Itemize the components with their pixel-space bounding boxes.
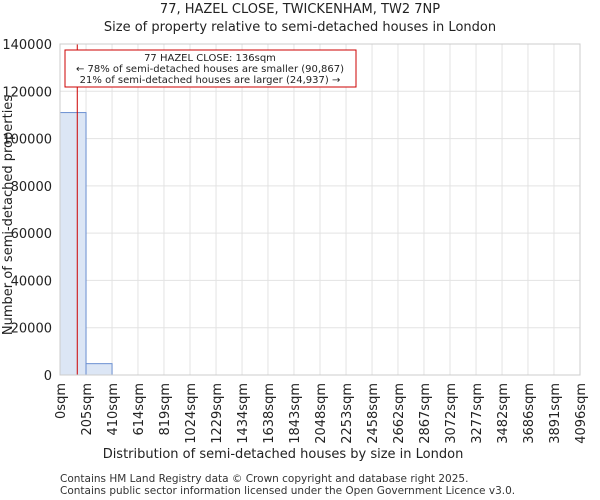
annotation-line-1: 77 HAZEL CLOSE: 136sqm: [144, 53, 276, 64]
x-tick-label-13: 2662sqm: [392, 383, 407, 444]
y-tick-labels: 0 20000 40000 60000 80000 100000 120000 140000: [2, 38, 52, 384]
plot-frame: [59, 43, 581, 376]
x-tick-label-9: 1843sqm: [288, 383, 303, 444]
y-tick-label-1: 20000: [11, 322, 52, 337]
x-tick-label-5: 1024sqm: [184, 383, 199, 444]
x-tick-labels: 0sqm 205sqm 410sqm 614sqm 819sqm 1024sqm 1229s…: [54, 383, 589, 444]
x-tick-label-19: 3891sqm: [548, 383, 563, 444]
x-tick-label-6: 1229sqm: [210, 383, 225, 444]
x-tick-label-1: 205sqm: [80, 383, 95, 436]
x-tick-label-12: 2458sqm: [366, 383, 381, 444]
x-tick-label-18: 3686sqm: [522, 383, 537, 444]
chart-subtitle: Size of property relative to semi-detach…: [104, 20, 496, 35]
annotation-box: [64, 49, 357, 88]
chart-title: 77, HAZEL CLOSE, TWICKENHAM, TW2 7NP: [160, 2, 440, 17]
x-axis-label: Distribution of semi-detached houses by …: [103, 447, 464, 462]
grid-lines: [59, 43, 581, 376]
footer-line-2: Contains public sector information licen…: [60, 485, 516, 497]
y-tick-label-2: 40000: [11, 274, 52, 289]
y-tick-label-6: 120000: [2, 85, 52, 100]
x-tick-label-10: 2048sqm: [314, 383, 329, 444]
annotation-line-3: 21% of semi-detached houses are larger (…: [80, 75, 341, 86]
bar-0sqm: [59, 112, 87, 376]
annotation-line-2: ← 78% of semi-detached houses are smalle…: [76, 64, 344, 75]
footer-line-1: Contains HM Land Registry data © Crown c…: [60, 473, 469, 485]
x-tick-label-20: 4096sqm: [574, 383, 589, 444]
x-tick-label-8: 1638sqm: [262, 383, 277, 444]
x-tick-label-4: 819sqm: [158, 383, 173, 436]
x-tick-label-2: 410sqm: [106, 383, 121, 436]
x-tick-label-11: 2253sqm: [340, 383, 355, 444]
y-axis-label: Number of semi-detached properties: [1, 95, 16, 335]
y-tick-label-5: 100000: [2, 133, 52, 148]
x-tick-label-14: 2867sqm: [418, 383, 433, 444]
bar-205sqm: [85, 363, 113, 376]
y-tick-label-4: 80000: [11, 180, 52, 195]
x-tick-label-3: 614sqm: [132, 383, 147, 436]
x-tick-label-7: 1434sqm: [236, 383, 251, 444]
y-tick-label-7: 140000: [2, 38, 52, 53]
bars-group: [59, 112, 113, 376]
x-tick-label-17: 3482sqm: [496, 383, 511, 444]
x-tick-label-16: 3277sqm: [470, 383, 485, 444]
y-tick-label-3: 60000: [11, 227, 52, 242]
x-tick-label-0: 0sqm: [54, 383, 69, 419]
y-tick-label-0: 0: [44, 369, 52, 384]
x-tick-label-15: 3072sqm: [444, 383, 459, 444]
